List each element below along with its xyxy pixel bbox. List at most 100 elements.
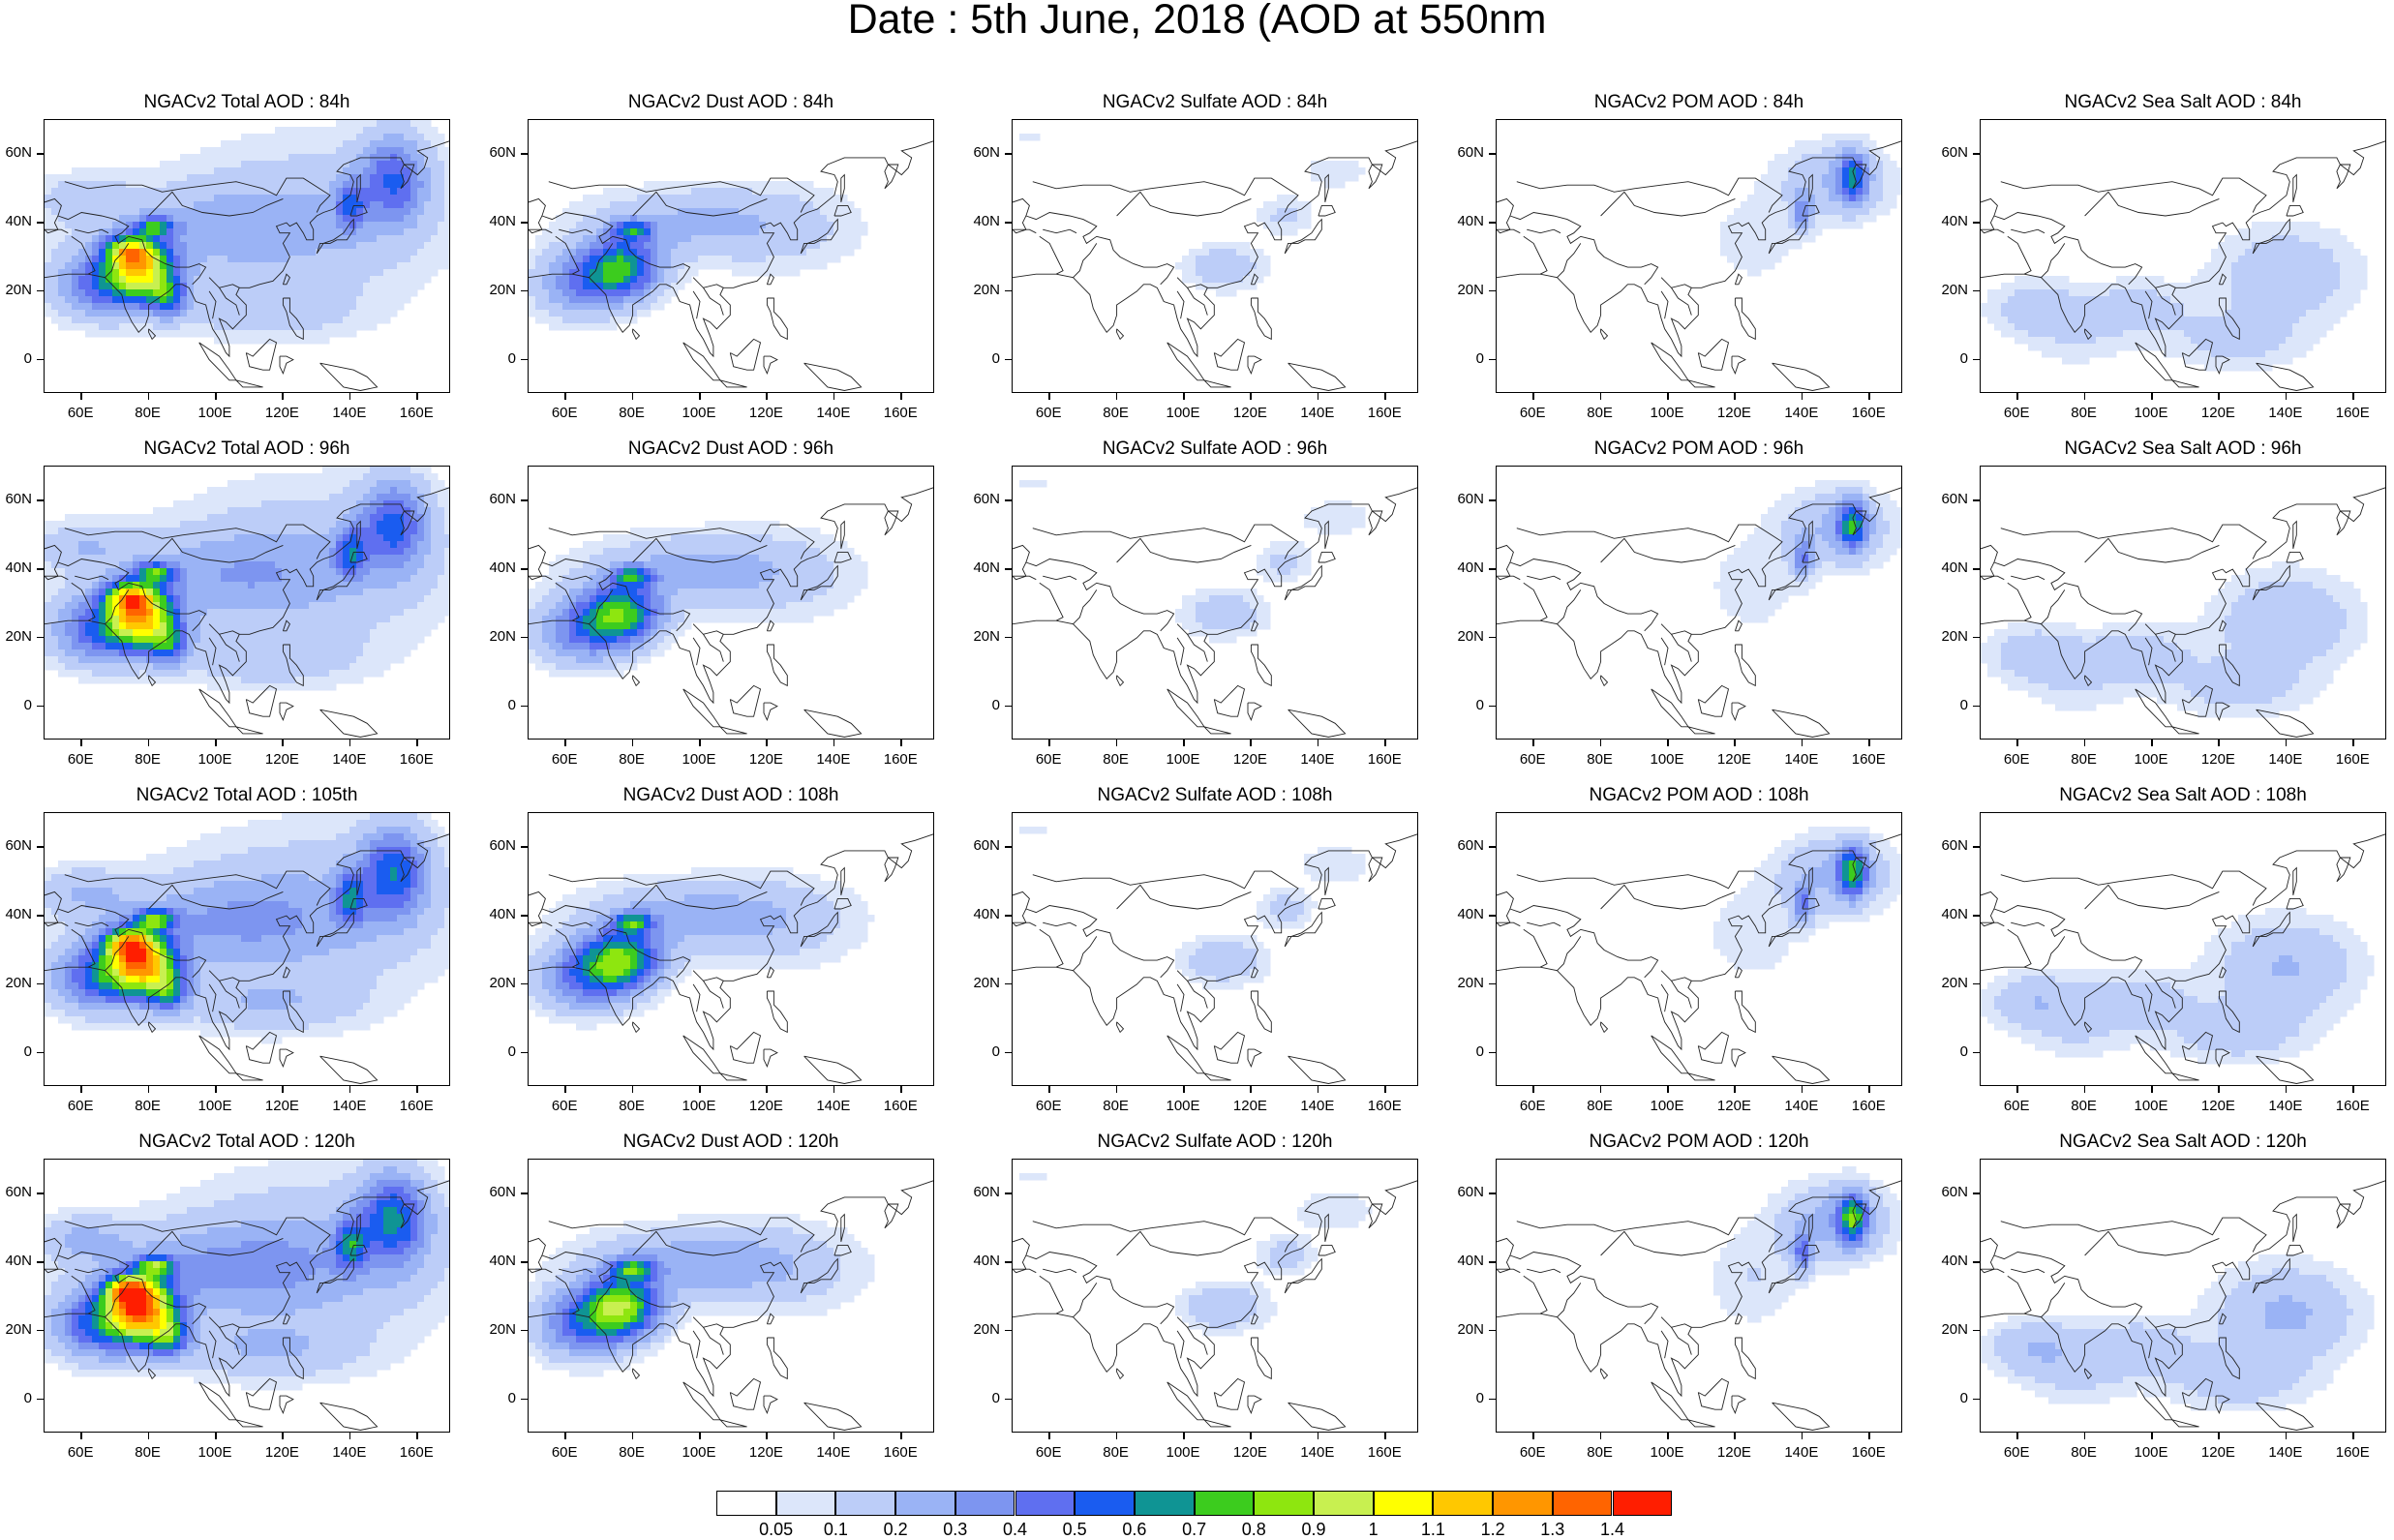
aod-cell xyxy=(847,201,855,209)
aod-cell xyxy=(664,249,672,257)
aod-cell xyxy=(99,262,106,270)
aod-cell xyxy=(126,521,134,528)
aod-cell xyxy=(200,323,208,331)
aod-cell xyxy=(404,262,411,270)
aod-cell xyxy=(2279,330,2287,338)
aod-cell xyxy=(820,195,828,202)
aod-cell xyxy=(800,235,807,243)
aod-cell xyxy=(1747,215,1755,223)
aod-cell xyxy=(214,269,222,277)
aod-cell xyxy=(2218,283,2226,290)
aod-cell xyxy=(248,622,256,630)
lon-tick xyxy=(215,393,217,400)
aod-cell xyxy=(2333,310,2341,317)
aod-cell xyxy=(1822,134,1830,141)
aod-cell xyxy=(106,208,113,216)
aod-cell xyxy=(322,147,330,155)
aod-cell xyxy=(194,195,201,202)
lat-tick-label: 0 xyxy=(0,350,32,367)
aod-cell xyxy=(786,195,794,202)
aod-cell xyxy=(234,317,242,324)
aod-cell xyxy=(2204,289,2212,297)
aod-cell xyxy=(2292,235,2300,243)
aod-cell xyxy=(173,649,181,657)
aod-cell xyxy=(85,656,93,664)
aod-cell xyxy=(2116,303,2124,311)
aod-cell xyxy=(268,473,276,481)
aod-cell xyxy=(349,330,357,338)
aod-cell xyxy=(221,521,228,528)
aod-cell xyxy=(2265,283,2273,290)
aod-cell xyxy=(664,242,672,250)
aod-cell xyxy=(200,256,208,263)
aod-cell xyxy=(1835,208,1843,216)
aod-cell xyxy=(1822,140,1830,148)
aod-cell xyxy=(255,643,262,650)
aod-cell xyxy=(316,161,323,168)
aod-cell xyxy=(275,147,283,155)
aod-cell xyxy=(207,208,215,216)
aod-cell xyxy=(424,222,432,229)
aod-cell xyxy=(705,249,712,257)
aod-cell xyxy=(180,323,188,331)
aod-cell xyxy=(1987,296,1995,304)
country-border xyxy=(693,291,700,318)
aod-cell xyxy=(173,167,181,175)
aod-cell xyxy=(576,222,584,229)
aod-cell xyxy=(417,208,425,216)
aod-cell xyxy=(139,514,147,522)
aod-cell xyxy=(404,269,411,277)
aod-cell xyxy=(542,303,550,311)
aod-cell xyxy=(167,269,174,277)
aod-cell xyxy=(65,521,73,528)
aod-cell xyxy=(2096,350,2104,358)
aod-cell xyxy=(241,487,249,495)
aod-cell xyxy=(2252,235,2259,243)
aod-cell xyxy=(2306,242,2314,250)
aod-cell xyxy=(1781,228,1789,236)
aod-cell xyxy=(173,595,181,603)
aod-cell xyxy=(288,528,296,535)
aod-cell xyxy=(404,120,411,128)
aod-cell xyxy=(207,161,215,168)
aod-cell xyxy=(302,643,310,650)
aod-cell xyxy=(119,622,127,630)
aod-cell xyxy=(1883,208,1891,216)
lat-tick xyxy=(1005,153,1012,155)
aod-cell xyxy=(2076,337,2083,345)
aod-cell xyxy=(160,548,167,556)
aod-cell xyxy=(2272,303,2280,311)
aod-cell xyxy=(139,622,147,630)
aod-cell xyxy=(126,622,134,630)
aod-cell xyxy=(78,235,86,243)
aod-cell xyxy=(51,589,59,596)
aod-cell xyxy=(2123,337,2131,345)
aod-cell xyxy=(119,188,127,196)
coastline xyxy=(199,343,236,380)
lon-tick xyxy=(2084,393,2086,400)
aod-cell xyxy=(2116,276,2124,284)
aod-cell xyxy=(651,283,658,290)
aod-cell xyxy=(610,262,618,270)
aod-cell xyxy=(329,276,337,284)
aod-cell xyxy=(309,215,317,223)
aod-cell xyxy=(261,609,269,617)
aod-cell xyxy=(302,568,310,576)
aod-cell xyxy=(383,256,391,263)
aod-cell xyxy=(2001,296,2009,304)
aod-cell xyxy=(2299,289,2307,297)
aod-cell xyxy=(2021,303,2029,311)
aod-cell xyxy=(431,188,439,196)
aod-cell xyxy=(529,289,536,297)
aod-cell xyxy=(2231,289,2239,297)
aod-cell xyxy=(234,589,242,596)
aod-cell xyxy=(610,269,618,277)
aod-cell xyxy=(261,195,269,202)
aod-cell xyxy=(410,283,418,290)
aod-cell xyxy=(549,235,557,243)
aod-cell xyxy=(2279,337,2287,345)
aod-cell xyxy=(2231,235,2239,243)
aod-cell xyxy=(227,188,235,196)
aod-cell xyxy=(302,602,310,610)
aod-cell xyxy=(275,480,283,488)
